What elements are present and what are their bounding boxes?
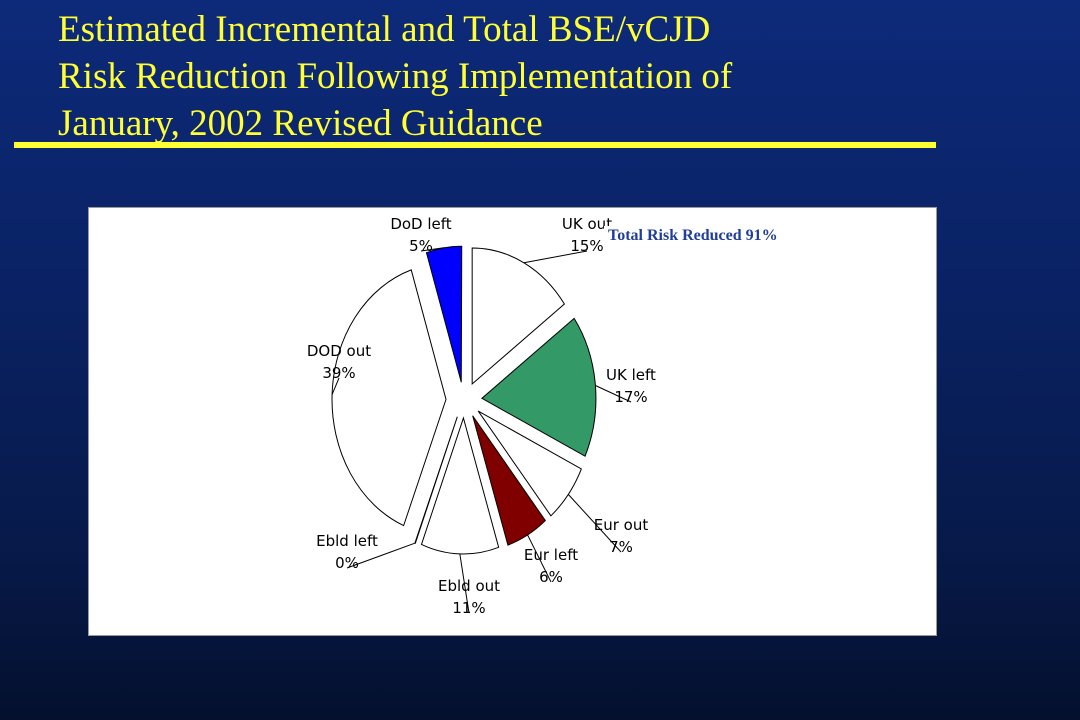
slice-shape-eur-out — [477, 410, 582, 517]
title-line-1: Estimated Incremental and Total BSE/vCJD — [58, 9, 711, 50]
leader-line-uk-left — [595, 385, 632, 403]
slice-label-percent: 7% — [609, 538, 633, 556]
slice-label-percent: 17% — [614, 388, 647, 406]
slice-eur-left — [472, 415, 546, 546]
title-underline — [14, 142, 936, 148]
leader-line-eur-left — [527, 534, 552, 583]
slide-title: Estimated Incremental and Total BSE/vCJD… — [58, 6, 958, 147]
total-risk-annotation: Total Risk Reduced 91% — [604, 226, 782, 246]
slice-label-name: DoD left — [390, 215, 451, 233]
slice-label-name: Ebld out — [438, 577, 500, 595]
leader-line-uk-out — [523, 250, 588, 264]
slice-label-percent: 39% — [322, 364, 355, 382]
slice-label-ebld-left: Ebld left 0% — [316, 532, 378, 572]
slice-label-name: Ebld left — [316, 532, 378, 550]
slice-label-eur-out: Eur out 7% — [594, 516, 649, 556]
slice-label-percent: 6% — [539, 568, 563, 586]
slice-shape-dod-out — [331, 269, 447, 527]
slice-eur-out — [477, 410, 582, 517]
title-line-2: Risk Reduction Following Implementation … — [58, 56, 733, 97]
slice-label-name: Eur left — [524, 546, 578, 564]
slice-label-uk-out: UK out 15% — [562, 215, 612, 255]
slice-label-ebld-out: Ebld out 11% — [438, 577, 500, 617]
leader-line-dod-out — [331, 377, 340, 395]
slice-label-uk-left: UK left 17% — [606, 366, 656, 406]
leader-line-ebld-left — [346, 542, 416, 569]
slice-label-percent: 11% — [452, 599, 485, 617]
slice-label-dod-left: DoD left 5% — [390, 215, 451, 255]
slice-uk-left — [481, 317, 597, 457]
slice-label-name: DOD out — [307, 342, 371, 360]
leader-line-ebld-out — [459, 553, 470, 614]
title-line-3: January, 2002 Revised Guidance — [58, 103, 543, 144]
leader-line-dod-left — [420, 247, 444, 252]
slice-shape-uk-left — [481, 317, 597, 457]
slice-shape-dod-left — [425, 245, 463, 383]
slice-shape-eur-left — [472, 415, 546, 546]
slice-label-dod-out: DOD out 39% — [307, 342, 371, 382]
pie-chart: UK out 15% UK left 17% Eur out 7% Eur left 6% Eb… — [307, 215, 656, 617]
leader-line-eur-out — [567, 494, 622, 553]
slice-label-percent: 15% — [570, 237, 603, 255]
slice-dod-left — [425, 245, 463, 383]
slice-uk-out — [471, 247, 566, 386]
slice-label-name: UK out — [562, 215, 612, 233]
slice-label-percent: 5% — [409, 237, 433, 255]
slice-label-eur-left: Eur left 6% — [524, 546, 578, 586]
slice-label-percent: 0% — [335, 554, 359, 572]
slice-dod-out — [331, 269, 447, 527]
slice-label-name: UK left — [606, 366, 656, 384]
slice-label-name: Eur out — [594, 516, 649, 534]
slice-shape-uk-out — [471, 247, 566, 386]
pie-chart-panel: UK out 15% UK left 17% Eur out 7% Eur left 6% Eb… — [88, 207, 937, 636]
